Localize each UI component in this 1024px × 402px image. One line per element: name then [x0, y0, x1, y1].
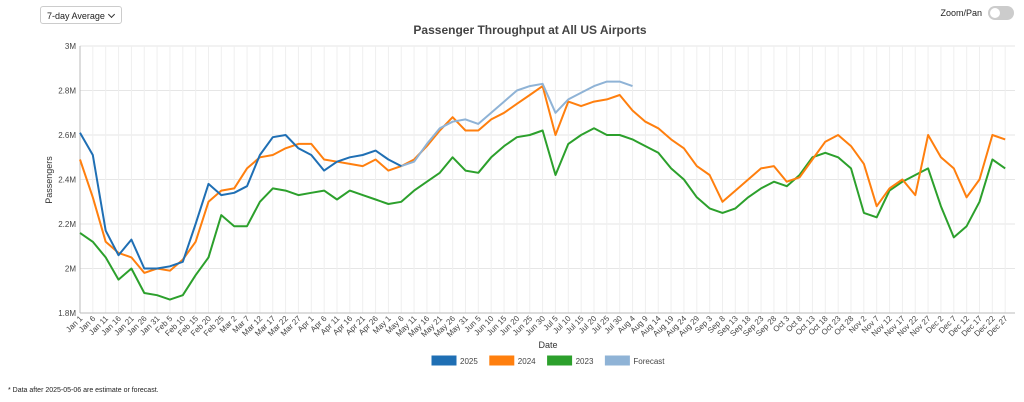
y-tick-label: 2.2M: [58, 220, 76, 229]
legend-label: 2025: [460, 357, 478, 366]
toggle-switch[interactable]: [988, 6, 1014, 20]
legend-swatch: [431, 355, 457, 366]
series-line: [79, 127, 1006, 301]
y-tick-label: 3M: [65, 42, 76, 51]
legend-swatch: [604, 355, 630, 366]
y-tick-label: 2M: [65, 265, 76, 274]
y-tick-label: 2.4M: [58, 176, 76, 185]
toggle-label: Zoom/Pan: [940, 8, 982, 18]
footnote: * Data after 2025-05-06 are estimate or …: [8, 387, 159, 394]
average-dropdown[interactable]: 7-day Average: [40, 6, 122, 24]
y-axis-title: Passengers: [44, 156, 54, 204]
legend-label: 2024: [518, 357, 536, 366]
y-tick-label: 2.6M: [58, 131, 76, 140]
legend-swatch: [547, 355, 573, 366]
legend-label: Forecast: [633, 357, 665, 366]
x-axis-title: Date: [538, 340, 557, 350]
chart-title: Passenger Throughput at All US Airports: [413, 23, 646, 37]
series-line: [400, 80, 633, 168]
chart: Passenger Throughput at All US Airports …: [44, 23, 1015, 366]
legend-swatch: [489, 355, 515, 366]
legend-label: 2023: [576, 357, 594, 366]
series-line: [79, 132, 402, 270]
zoom-toggle[interactable]: Zoom/Pan: [940, 6, 1014, 20]
y-tick-label: 1.8M: [58, 309, 76, 318]
y-tick-label: 2.8M: [58, 87, 76, 96]
